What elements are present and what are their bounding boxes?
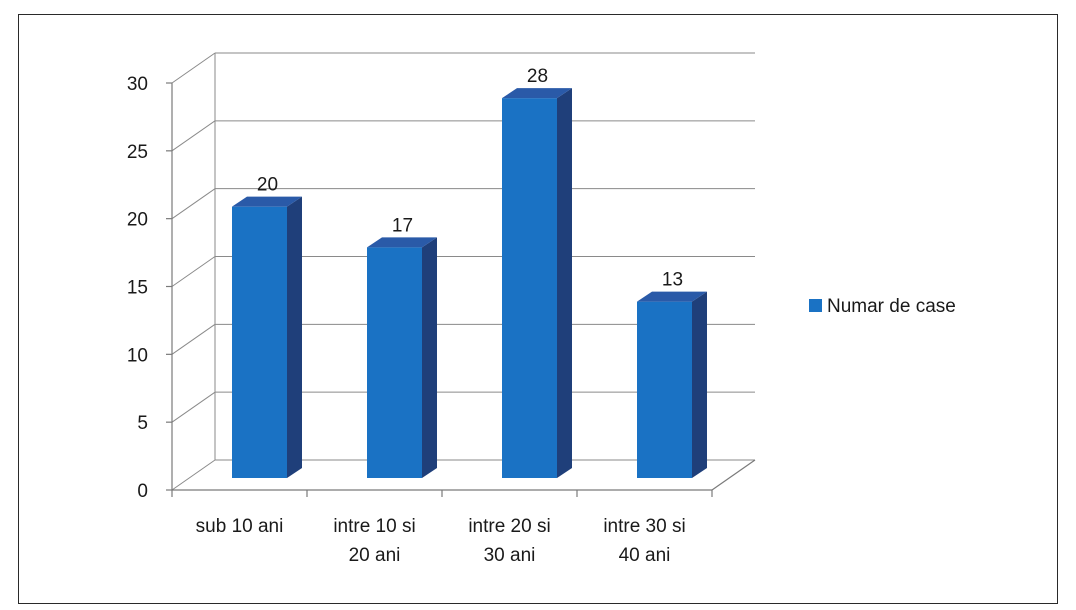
floor-right-edge xyxy=(711,459,756,491)
bar-top xyxy=(232,196,302,207)
bar-top xyxy=(502,88,572,99)
y-tick-label: 25 xyxy=(127,142,148,163)
x-category-label: intre 10 si xyxy=(333,516,415,537)
x-category-label: 30 ani xyxy=(484,545,536,566)
gridline-depth xyxy=(171,52,216,84)
bar xyxy=(367,237,437,478)
bars xyxy=(232,88,707,478)
y-tick-label: 30 xyxy=(127,74,148,95)
y-tick-label: 20 xyxy=(127,210,148,231)
x-category-label: intre 20 si xyxy=(468,516,550,537)
legend: Numar de case xyxy=(809,296,956,317)
gridline-depth xyxy=(171,188,216,220)
axes xyxy=(166,82,756,497)
bar-front xyxy=(367,247,422,478)
gridline-depth xyxy=(171,323,216,355)
gridline-depth xyxy=(171,459,216,491)
x-category-label: 40 ani xyxy=(619,545,671,566)
bar-side xyxy=(422,237,437,478)
bar xyxy=(502,88,572,478)
bar xyxy=(232,196,302,478)
gridline-depth xyxy=(171,391,216,423)
x-category-label: intre 30 si xyxy=(603,516,685,537)
bar-front xyxy=(502,98,557,478)
bar-top xyxy=(637,291,707,302)
data-label: 28 xyxy=(527,66,548,87)
y-tick-label: 15 xyxy=(127,278,148,299)
x-category-label: 20 ani xyxy=(349,545,401,566)
x-category-label: sub 10 ani xyxy=(196,516,284,537)
bar-side xyxy=(692,291,707,478)
y-axis-tick-labels: 0 5 10 15 20 25 30 xyxy=(127,74,148,502)
bar-side xyxy=(557,88,572,478)
data-labels: 20 17 28 13 xyxy=(257,66,683,291)
bar-front xyxy=(232,206,287,478)
gridline-depth xyxy=(171,256,216,287)
bar xyxy=(637,291,707,478)
data-label: 13 xyxy=(662,270,683,291)
bar-top xyxy=(367,237,437,248)
bar-front xyxy=(637,301,692,478)
data-label: 17 xyxy=(392,215,413,236)
y-tick-label: 5 xyxy=(137,413,148,434)
y-tick-label: 10 xyxy=(127,345,148,366)
data-label: 20 xyxy=(257,175,278,196)
legend-label: Numar de case xyxy=(827,296,956,317)
legend-swatch xyxy=(809,299,822,312)
bar-side xyxy=(287,196,302,478)
x-axis-category-labels: sub 10 ani intre 10 si 20 ani intre 20 si 30… xyxy=(196,516,686,566)
gridline-depth xyxy=(171,120,216,152)
y-tick-label: 0 xyxy=(137,481,148,502)
